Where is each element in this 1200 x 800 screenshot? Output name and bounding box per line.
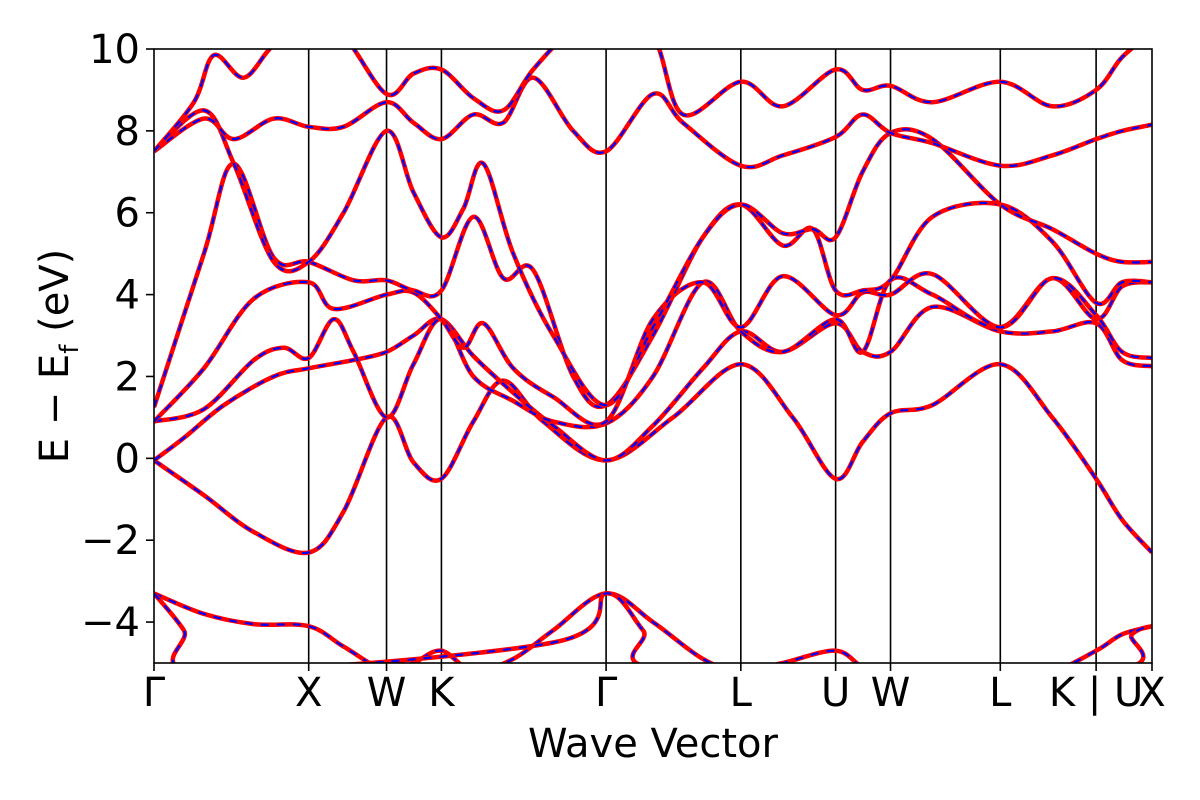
band-line-blue-dashed: [154, 49, 1133, 152]
band-line-red: [154, 591, 1152, 663]
y-tick-label: 8: [115, 109, 140, 155]
x-tick-label: W: [871, 670, 911, 716]
y-tick-label: −4: [81, 600, 140, 646]
band-line-red: [154, 75, 1152, 170]
y-tick-label: 10: [89, 27, 140, 73]
x-tick-label: X: [1138, 670, 1165, 716]
band-line-red: [154, 275, 1152, 430]
y-tick-label: 0: [115, 436, 140, 482]
y-axis-label-main: E − E: [32, 354, 78, 464]
y-tick-label: 4: [115, 273, 140, 319]
x-tick-label: W: [367, 670, 407, 716]
band-lines: [154, 49, 1152, 663]
x-tick-label: K | U: [1049, 670, 1143, 716]
band-line-blue-dashed: [154, 363, 1152, 555]
x-tick-label: Γ: [143, 670, 166, 716]
y-tick-label: 6: [115, 191, 140, 237]
band-line-red: [154, 271, 1152, 427]
y-axis-ticks: −4 −2 0 2 4 6 8 10: [81, 27, 154, 646]
band-line-red: [154, 361, 1152, 556]
band-line-blue-dashed: [154, 76, 1152, 169]
band-line-blue-dashed: [154, 272, 1152, 426]
y-axis-label: E − Ef (eV): [32, 249, 85, 464]
band-line-red: [154, 591, 1152, 663]
x-tick-label: X: [295, 670, 322, 716]
y-tick-label: −2: [81, 518, 140, 564]
y-axis-label-subscript: f: [55, 344, 85, 354]
band-line-red: [154, 49, 1135, 153]
x-tick-label: L: [730, 670, 753, 716]
x-tick-label: K: [428, 670, 456, 716]
band-line-blue-dashed: [154, 276, 1152, 429]
y-axis-label-unit: (eV): [32, 249, 78, 345]
x-tick-label: L: [989, 670, 1012, 716]
y-tick-label: 2: [115, 354, 140, 400]
x-tick-label: U: [821, 670, 850, 716]
plot-frame: [153, 48, 1153, 664]
x-tick-label: Γ: [595, 670, 618, 716]
x-axis-label: Wave Vector: [528, 721, 779, 767]
